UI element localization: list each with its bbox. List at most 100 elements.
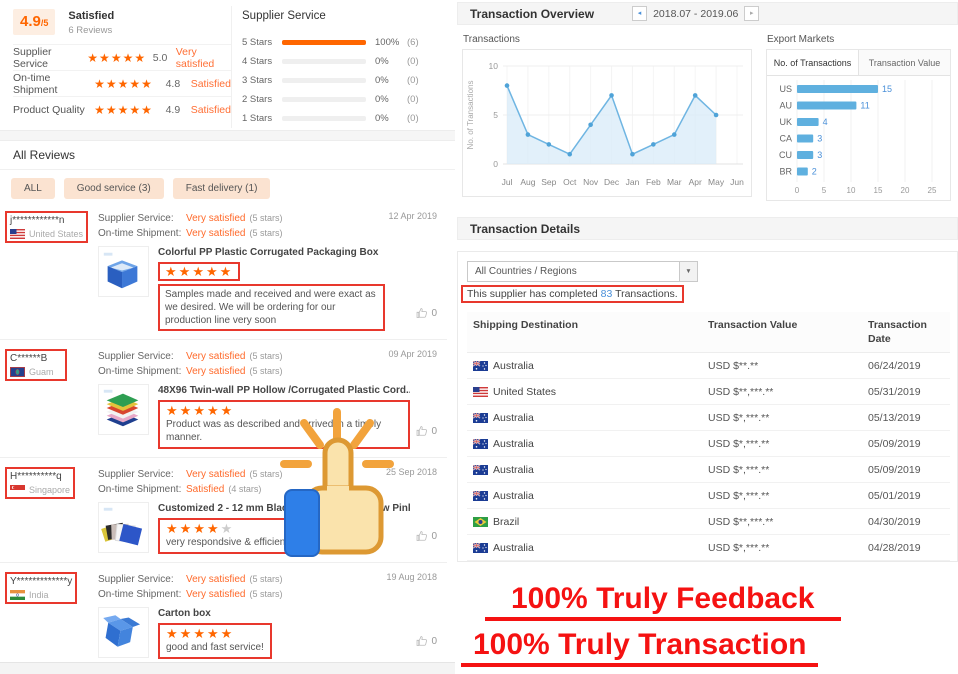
reviewer-box: C******B Guam — [5, 349, 67, 381]
review-summary: 4.9/5 Satisfied 6 Reviews Supplier Servi… — [0, 0, 455, 128]
ontime-shipment-label: On-time Shipment: — [98, 589, 182, 600]
svg-text:Oct: Oct — [563, 177, 577, 187]
ontime-shipment-stars: (5 stars) — [249, 366, 283, 376]
review-item: Y*************y India Supplier Service: V… — [0, 563, 447, 668]
tab-no-of-transactions[interactable]: No. of Transactions — [767, 50, 859, 75]
transaction-details-header: Transaction Details — [457, 217, 958, 240]
svg-text:UK: UK — [779, 117, 792, 127]
transaction-value: USD $*,***.** — [702, 404, 862, 431]
like-button[interactable]: 0 — [416, 307, 437, 319]
period-prev-button[interactable]: ◂ — [632, 6, 648, 21]
rating-stars: ★★★★★ — [94, 102, 153, 117]
reviewer-box: H**********q Singapore — [5, 467, 76, 499]
product-title[interactable]: 48X96 Twin-wall PP Hollow /Corrugated Pl… — [158, 385, 410, 396]
review-date: 25 Sep 2018 — [385, 467, 437, 477]
bottom-section-edge — [0, 662, 455, 674]
ontime-shipment-label: On-time Shipment: — [98, 484, 182, 495]
country-filter-value: All Countries / Regions — [475, 266, 577, 277]
chevron-down-icon[interactable]: ▼ — [679, 262, 697, 281]
review-text: very respondsive & efficient — [166, 537, 289, 548]
flag-guam — [10, 367, 25, 377]
svg-text:Jun: Jun — [730, 177, 744, 187]
product-thumbnail[interactable] — [98, 384, 149, 435]
rating-stars: ★★★★★ — [94, 76, 153, 91]
table-row: Australia USD $**.** 06/24/2019 — [467, 352, 950, 379]
export-markets-bar-chart: 0 5 10 15 20 25 US 15 AU 11 UK 4 CA 3 CU 3 BR 2 — [767, 76, 950, 203]
histogram-count: (0) — [407, 75, 419, 86]
histogram-count: (0) — [407, 94, 419, 105]
histogram-percent: 0% — [375, 113, 389, 124]
like-button[interactable]: 0 — [416, 530, 437, 542]
overall-score-max: /5 — [40, 18, 49, 28]
product-title[interactable]: Customized 2 - 12 mm Black, White, Blue,… — [158, 503, 410, 514]
svg-text:AU: AU — [779, 101, 792, 111]
ontime-shipment-stars: (4 stars) — [228, 484, 262, 494]
product-thumbnail[interactable] — [98, 246, 149, 297]
transactions-table: Shipping Destination Transaction Value Tra… — [467, 312, 950, 561]
supplier-service-stars: (5 stars) — [249, 351, 283, 361]
like-button[interactable]: 0 — [416, 635, 437, 647]
svg-text:5: 5 — [493, 110, 498, 120]
supplier-service-label: Supplier Service: — [98, 469, 174, 480]
transaction-value: USD $**,***.** — [702, 378, 862, 405]
table-row: Australia USD $*,***.** 05/13/2019 — [467, 404, 950, 431]
review-text: good and fast service! — [166, 642, 264, 653]
reviewer-country: Guam — [29, 367, 54, 377]
transactions-count: 83 — [600, 288, 613, 300]
svg-text:25: 25 — [928, 186, 937, 195]
period-next-button[interactable]: ▸ — [744, 6, 760, 21]
review-stars: ★★★★★ — [166, 403, 235, 418]
histogram-count: (0) — [407, 56, 419, 67]
flag-singapore — [10, 485, 25, 495]
review-highlight-box: ★★★★★ Product was as described and arriv… — [158, 400, 410, 449]
product-title[interactable]: Carton box — [158, 608, 211, 619]
histogram-percent: 0% — [375, 94, 389, 105]
histogram-bar — [282, 116, 366, 121]
rating-label: On-time Shipment — [13, 71, 58, 96]
review-summary-ratings: 4.9/5 Satisfied 6 Reviews Supplier Servi… — [13, 6, 232, 128]
destination-country: Brazil — [493, 515, 520, 528]
reviewer-country: United States — [29, 229, 84, 239]
svg-text:3: 3 — [817, 134, 822, 144]
tab-transaction-value[interactable]: Transaction Value — [859, 50, 950, 75]
supplier-service-value: Very satisfied — [186, 574, 246, 585]
destination-country: Australia — [493, 541, 534, 554]
ontime-shipment-label: On-time Shipment: — [98, 366, 182, 377]
thumbs-up-graphic — [277, 402, 395, 567]
summary-rating-row: Supplier Service ★★★★★ 5.0 Very satisfied — [13, 44, 231, 70]
like-button[interactable]: 0 — [416, 425, 437, 437]
filter-chip-good-service-3[interactable]: Good service (3) — [63, 178, 164, 199]
product-title[interactable]: Colorful PP Plastic Corrugated Packaging… — [158, 247, 379, 258]
supplier-service-stars: (5 stars) — [249, 469, 283, 479]
supplier-service-stars: (5 stars) — [249, 213, 283, 223]
histogram-count: (0) — [407, 113, 419, 124]
transaction-details-title: Transaction Details — [470, 221, 581, 236]
review-text: Samples made and received and were exact… — [158, 284, 385, 331]
histogram-star-label: 2 Stars — [242, 94, 273, 105]
destination-country: Australia — [493, 411, 534, 424]
country-filter-dropdown[interactable]: All Countries / Regions ▼ — [467, 261, 698, 282]
reviewer-box: Y*************y India — [5, 572, 78, 604]
product-thumbnail[interactable] — [98, 607, 149, 658]
svg-text:Aug: Aug — [520, 177, 535, 187]
svg-text:11: 11 — [860, 101, 869, 111]
overall-grade: Satisfied — [68, 10, 115, 22]
slogans: 100% Truly Feedback 100% Truly Transacti… — [457, 582, 958, 667]
transaction-date: 05/13/2019 — [862, 404, 950, 431]
ontime-shipment-value: Satisfied — [186, 484, 225, 495]
svg-text:Jul: Jul — [502, 177, 513, 187]
destination-country: Australia — [493, 359, 534, 372]
rating-label: Product Quality — [13, 103, 85, 116]
section-divider — [0, 130, 455, 141]
filter-chip-all[interactable]: ALL — [11, 178, 55, 199]
svg-text:US: US — [779, 84, 792, 94]
overall-score: 4.9 — [20, 13, 41, 30]
filter-chip-fast-delivery-1[interactable]: Fast delivery (1) — [172, 178, 271, 199]
histogram-percent: 0% — [375, 75, 389, 86]
like-count: 0 — [431, 307, 437, 319]
export-markets-label: Export Markets — [767, 34, 835, 45]
svg-text:20: 20 — [901, 186, 910, 195]
histogram-bar — [282, 97, 366, 102]
histogram-percent: 100% — [375, 37, 400, 48]
product-thumbnail[interactable] — [98, 502, 149, 553]
